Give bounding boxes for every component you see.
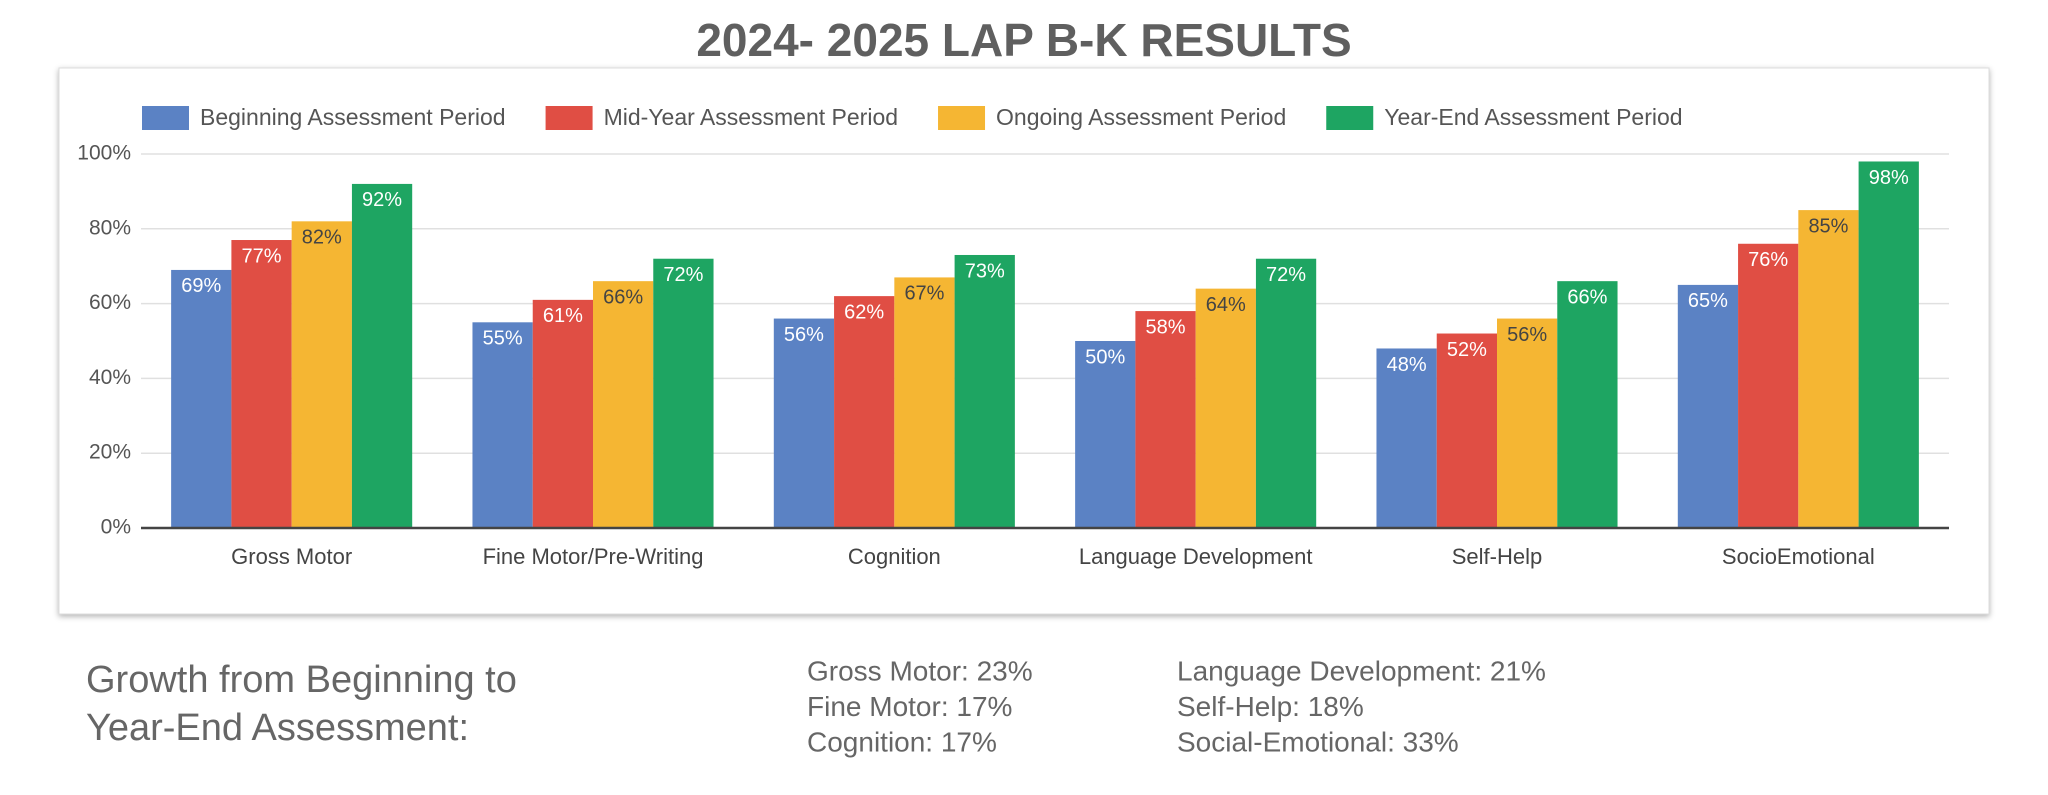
bar <box>1497 318 1558 528</box>
x-tick-label: Self-Help <box>1452 544 1542 569</box>
x-tick-label: SocioEmotional <box>1722 544 1875 569</box>
y-tick-label: 0% <box>101 516 131 539</box>
y-tick-label: 100% <box>77 142 131 165</box>
value-label: 67% <box>904 283 944 305</box>
growth-item: Gross Motor: 23% <box>807 655 1033 686</box>
value-label: 58% <box>1146 316 1186 338</box>
bar <box>171 269 232 528</box>
value-label: 72% <box>1266 264 1306 286</box>
value-label: 61% <box>543 305 583 327</box>
value-label: 72% <box>663 264 703 286</box>
value-label: 82% <box>302 227 342 249</box>
legend-swatch <box>938 106 986 130</box>
y-tick-label: 60% <box>89 291 131 314</box>
bar <box>1677 284 1739 528</box>
value-label: 85% <box>1808 215 1848 237</box>
growth-heading: Growth from Beginning to <box>86 659 517 701</box>
value-label: 62% <box>844 301 884 323</box>
growth-item: Self-Help: 18% <box>1177 691 1364 722</box>
bar <box>1075 341 1136 528</box>
bar <box>1557 281 1618 528</box>
value-label: 69% <box>181 275 221 297</box>
legend-swatch <box>545 106 593 130</box>
bar <box>653 258 714 528</box>
bar <box>532 299 593 528</box>
x-tick-label: Fine Motor/Pre-Writing <box>483 544 704 569</box>
value-label: 76% <box>1748 249 1788 271</box>
x-tick-label: Gross Motor <box>231 544 352 569</box>
y-tick-label: 40% <box>89 366 131 389</box>
bar <box>1376 348 1437 528</box>
value-label: 55% <box>483 328 523 350</box>
bar <box>1738 243 1799 528</box>
bar <box>1436 333 1497 528</box>
bar <box>834 296 895 528</box>
legend-label: Year-End Assessment Period <box>1384 104 1682 130</box>
growth-heading: Year-End Assessment: <box>86 707 469 749</box>
bar <box>1195 288 1256 528</box>
bar <box>773 318 835 528</box>
value-label: 56% <box>1507 324 1547 346</box>
legend-label: Mid-Year Assessment Period <box>604 104 898 130</box>
bar <box>1858 161 1919 529</box>
value-label: 65% <box>1688 290 1728 312</box>
legend-label: Beginning Assessment Period <box>200 104 506 130</box>
value-label: 64% <box>1206 294 1246 316</box>
bar <box>351 183 413 529</box>
value-label: 92% <box>362 189 402 211</box>
growth-item: Fine Motor: 17% <box>807 691 1012 722</box>
value-label: 98% <box>1869 167 1909 189</box>
value-label: 73% <box>965 260 1005 282</box>
bar <box>1135 311 1196 528</box>
bar <box>231 240 292 528</box>
value-label: 48% <box>1387 354 1427 376</box>
value-label: 50% <box>1085 346 1125 368</box>
value-label: 66% <box>603 286 643 308</box>
legend-swatch <box>142 106 189 130</box>
bar <box>291 221 352 528</box>
value-label: 77% <box>242 245 282 267</box>
growth-item: Cognition: 17% <box>807 726 997 757</box>
chart-title: 2024- 2025 LAP B-K RESULTS <box>696 14 1351 66</box>
bar <box>472 322 533 528</box>
bar <box>1255 258 1317 528</box>
bar <box>1798 210 1859 528</box>
growth-item: Language Development: 21% <box>1177 655 1546 686</box>
value-label: 56% <box>784 324 824 346</box>
y-tick-label: 80% <box>89 216 131 239</box>
bar <box>894 277 955 528</box>
x-tick-label: Cognition <box>848 544 941 569</box>
y-tick-label: 20% <box>89 441 131 464</box>
growth-item: Social-Emotional: 33% <box>1177 726 1459 757</box>
legend-swatch <box>1326 106 1374 130</box>
bar <box>593 281 654 528</box>
value-label: 66% <box>1567 286 1607 308</box>
legend-label: Ongoing Assessment Period <box>996 104 1286 130</box>
value-label: 52% <box>1447 339 1487 361</box>
x-tick-label: Language Development <box>1079 544 1313 569</box>
bar <box>954 254 1015 529</box>
